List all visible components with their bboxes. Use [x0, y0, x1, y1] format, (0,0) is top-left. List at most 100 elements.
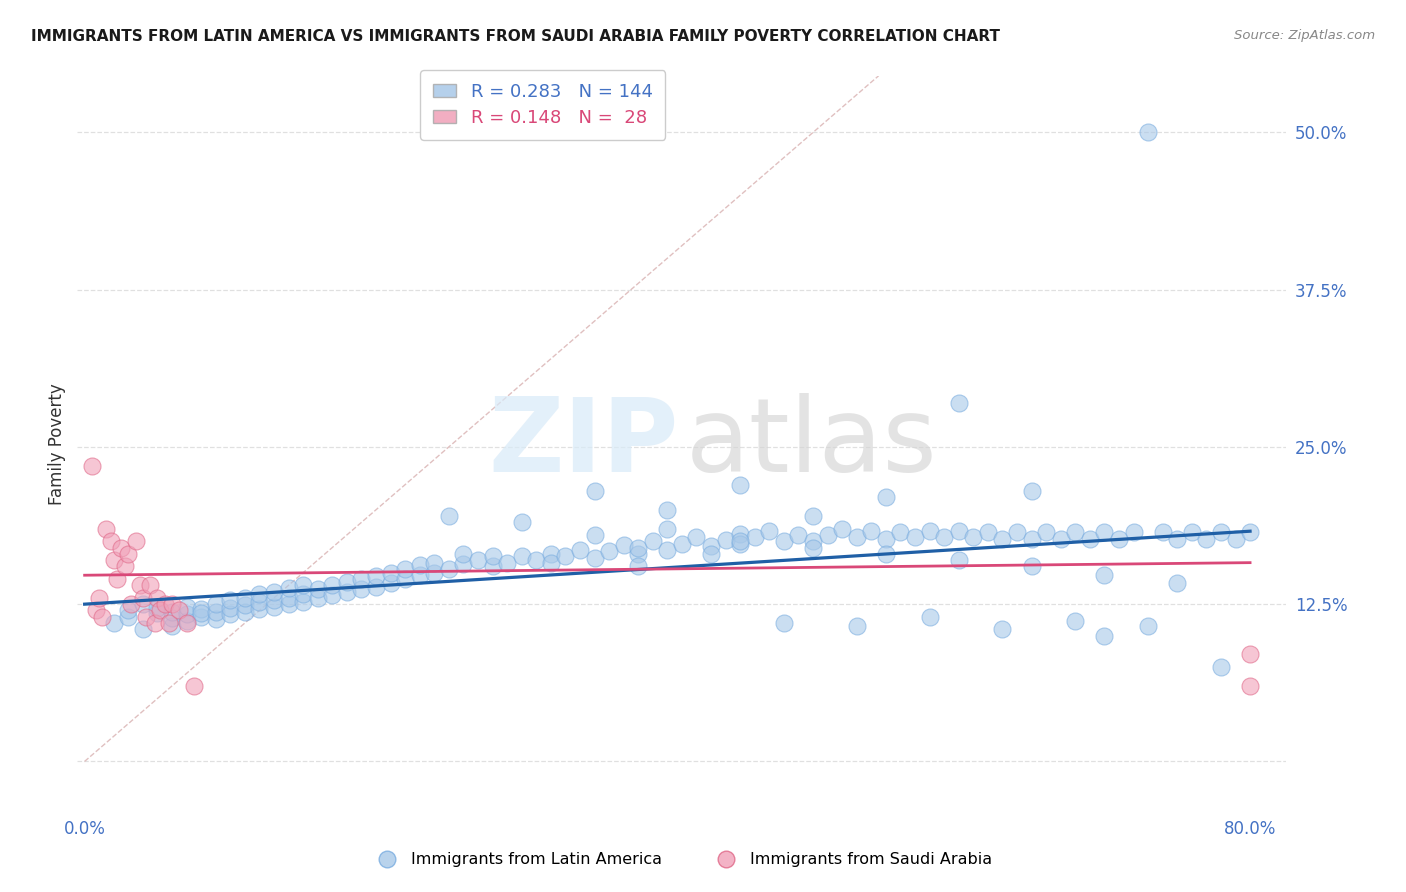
- Point: [176, 599, 198, 614]
- Point: [453, 547, 475, 561]
- Point: [1195, 532, 1218, 546]
- Point: [1021, 483, 1043, 498]
- Point: [103, 615, 125, 630]
- Point: [277, 581, 299, 595]
- Point: [918, 524, 941, 539]
- Point: [1152, 525, 1174, 540]
- Point: [321, 578, 343, 592]
- Point: [744, 531, 766, 545]
- Point: [277, 597, 299, 611]
- Point: [1209, 525, 1232, 540]
- Text: ZIP: ZIP: [488, 393, 678, 494]
- Point: [80, 458, 103, 473]
- Point: [598, 544, 620, 558]
- Point: [1049, 532, 1071, 546]
- Point: [249, 602, 271, 616]
- Point: [700, 539, 723, 553]
- Point: [773, 615, 796, 630]
- Point: [176, 607, 198, 622]
- Point: [233, 605, 256, 619]
- Point: [481, 559, 503, 574]
- Point: [728, 526, 751, 541]
- Point: [1166, 532, 1188, 546]
- Point: [394, 572, 416, 586]
- Point: [1137, 125, 1160, 139]
- Point: [219, 607, 242, 622]
- Point: [129, 578, 152, 592]
- Point: [1166, 575, 1188, 590]
- Point: [263, 593, 285, 607]
- Point: [889, 525, 911, 540]
- Point: [554, 549, 576, 564]
- Point: [146, 606, 169, 620]
- Point: [1239, 525, 1261, 540]
- Point: [1137, 618, 1160, 632]
- Point: [977, 525, 1000, 540]
- Point: [249, 594, 271, 608]
- Point: [801, 509, 824, 524]
- Point: [1035, 525, 1057, 540]
- Point: [657, 522, 679, 536]
- Point: [991, 623, 1014, 637]
- Point: [204, 597, 226, 611]
- Point: [801, 534, 824, 549]
- Point: [453, 557, 475, 571]
- Point: [103, 553, 125, 567]
- Point: [204, 605, 226, 619]
- Point: [91, 609, 114, 624]
- Point: [423, 566, 446, 580]
- Point: [657, 543, 679, 558]
- Point: [350, 582, 373, 596]
- Point: [1239, 648, 1261, 662]
- Point: [114, 559, 136, 574]
- Point: [117, 547, 139, 561]
- Point: [875, 547, 897, 561]
- Point: [380, 566, 402, 580]
- Point: [583, 528, 606, 542]
- Point: [540, 556, 562, 570]
- Point: [219, 593, 242, 607]
- Point: [160, 605, 183, 619]
- Point: [627, 559, 650, 574]
- Point: [110, 541, 132, 555]
- Point: [948, 396, 970, 410]
- Point: [728, 537, 751, 551]
- Point: [583, 550, 606, 565]
- Point: [714, 533, 737, 547]
- Point: [160, 618, 183, 632]
- Point: [160, 597, 183, 611]
- Point: [132, 591, 155, 605]
- Point: [657, 503, 679, 517]
- Point: [510, 516, 533, 530]
- Point: [875, 490, 897, 504]
- Point: [685, 531, 707, 545]
- Point: [583, 483, 606, 498]
- Point: [263, 599, 285, 614]
- Point: [249, 587, 271, 601]
- Point: [219, 601, 242, 615]
- Point: [1092, 525, 1115, 540]
- Point: [160, 611, 183, 625]
- Point: [96, 522, 118, 536]
- Point: [627, 547, 650, 561]
- Point: [84, 603, 107, 617]
- Point: [132, 623, 155, 637]
- Point: [233, 599, 256, 613]
- Point: [307, 591, 329, 605]
- Point: [758, 524, 780, 539]
- Text: IMMIGRANTS FROM LATIN AMERICA VS IMMIGRANTS FROM SAUDI ARABIA FAMILY POVERTY COR: IMMIGRANTS FROM LATIN AMERICA VS IMMIGRA…: [31, 29, 1000, 44]
- Point: [233, 591, 256, 605]
- Point: [918, 609, 941, 624]
- Point: [190, 602, 212, 616]
- Point: [948, 524, 970, 539]
- Point: [1005, 525, 1028, 540]
- Point: [117, 603, 139, 617]
- Point: [467, 553, 489, 567]
- Point: [149, 603, 172, 617]
- Point: [991, 532, 1014, 546]
- Point: [787, 528, 810, 542]
- Point: [437, 562, 460, 576]
- Point: [364, 569, 387, 583]
- Point: [860, 524, 883, 539]
- Point: [408, 568, 430, 582]
